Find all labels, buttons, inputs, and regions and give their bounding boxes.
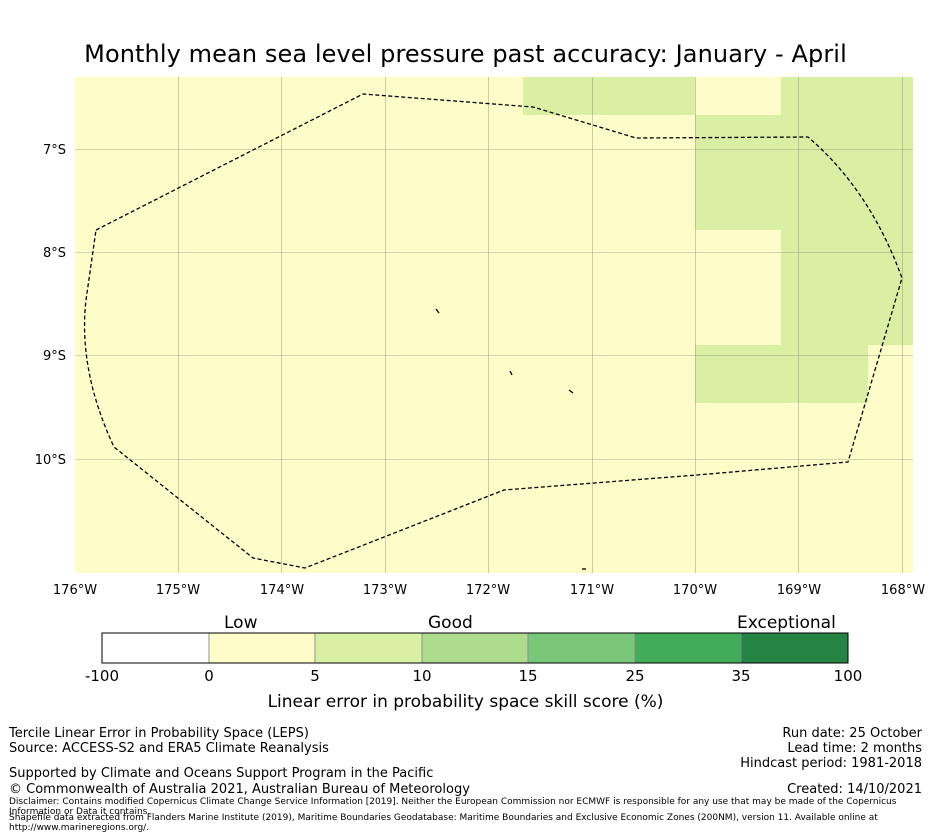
colorbar-tick: 10 <box>412 667 432 685</box>
map-gridlines <box>75 77 913 573</box>
x-tick-label: 168°W <box>881 583 925 598</box>
skill-cell <box>781 77 913 115</box>
footer-created: Created: 14/10/2021 <box>787 782 922 797</box>
x-tick-label: 172°W <box>466 583 510 598</box>
colorbar <box>101 632 849 664</box>
colorbar-category-exceptional: Exceptional <box>737 613 836 633</box>
x-tick-label: 170°W <box>673 583 717 598</box>
colorbar-tick: 25 <box>625 667 645 685</box>
skill-cell <box>781 230 913 345</box>
colorbar-label: Linear error in probability space skill … <box>267 692 664 712</box>
footer-support: Supported by Climate and Oceans Support … <box>9 766 434 781</box>
x-tick-label: 173°W <box>363 583 407 598</box>
colorbar-segment <box>421 632 529 664</box>
skill-cell <box>695 115 913 230</box>
island <box>435 308 440 314</box>
colorbar-tick: 0 <box>204 667 214 685</box>
island <box>509 370 513 376</box>
footer-disclaimer: Disclaimer: Contains modified Copernicus… <box>9 797 897 817</box>
colorbar-segment <box>740 632 849 664</box>
eez-boundary <box>83 93 903 569</box>
colorbar-segment <box>314 632 423 664</box>
y-tick-label: 10°S <box>35 453 66 468</box>
y-axis-labels: 7°S 8°S 9°S 10°S <box>35 143 66 468</box>
footer-hindcast: Hindcast period: 1981-2018 <box>740 756 922 771</box>
skill-cell <box>523 77 695 115</box>
island <box>568 389 574 394</box>
colorbar-segment <box>101 632 210 664</box>
x-axis-labels: 176°W 175°W 174°W 173°W 172°W 171°W 170°… <box>53 583 925 598</box>
skill-cell <box>695 345 868 403</box>
y-tick-label: 9°S <box>43 349 66 364</box>
x-tick-label: 176°W <box>53 583 97 598</box>
y-tick-label: 7°S <box>43 143 66 158</box>
colorbar-category-good: Good <box>428 613 473 633</box>
x-tick-label: 171°W <box>570 583 614 598</box>
footer-lead-time: Lead time: 2 months <box>787 741 922 756</box>
x-tick-label: 169°W <box>777 583 821 598</box>
colorbar-tick: -100 <box>84 667 120 685</box>
map-title: Monthly mean sea level pressure past acc… <box>84 40 847 68</box>
colorbar-tick: 15 <box>518 667 538 685</box>
footer-source: Source: ACCESS-S2 and ERA5 Climate Reana… <box>9 741 329 756</box>
footer-run-date: Run date: 25 October <box>782 726 922 741</box>
footer-shapefile: Shapefile data extracted from Flanders M… <box>9 813 878 833</box>
colorbar-category-low: Low <box>224 613 258 633</box>
colorbar-frame <box>101 632 849 664</box>
colorbar-tick: 5 <box>310 667 320 685</box>
skill-cells-good <box>523 77 913 403</box>
footer-method: Tercile Linear Error in Probability Spac… <box>9 726 309 741</box>
x-tick-label: 174°W <box>260 583 304 598</box>
islands <box>435 308 586 570</box>
x-tick-label: 175°W <box>156 583 200 598</box>
colorbar-tick: 100 <box>833 667 863 685</box>
colorbar-segment <box>527 632 636 664</box>
colorbar-segment <box>208 632 316 664</box>
y-tick-label: 8°S <box>43 246 66 261</box>
colorbar-tick: 35 <box>731 667 751 685</box>
footer-copyright: © Commonwealth of Australia 2021, Austra… <box>9 782 470 797</box>
colorbar-segment <box>634 632 742 664</box>
